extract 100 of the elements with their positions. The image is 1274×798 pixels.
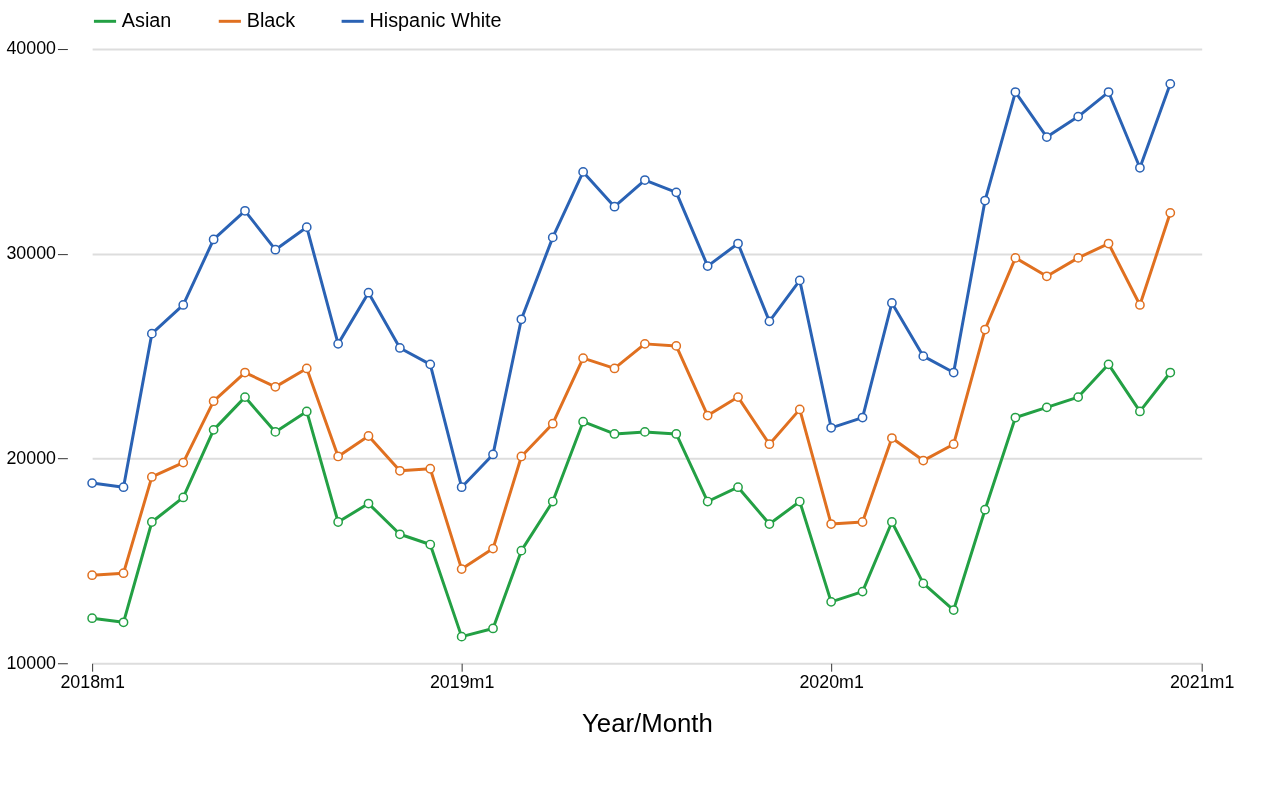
point xyxy=(578,353,589,364)
point xyxy=(948,605,959,615)
point xyxy=(918,351,929,362)
point xyxy=(733,238,743,249)
point xyxy=(395,465,405,476)
point xyxy=(395,343,405,353)
point xyxy=(887,433,897,443)
point xyxy=(609,429,620,439)
point xyxy=(671,429,682,439)
point xyxy=(425,463,436,474)
point xyxy=(826,422,837,433)
point xyxy=(488,449,498,460)
y-tick-label: 20000 xyxy=(6,447,57,468)
point xyxy=(178,492,189,503)
point xyxy=(118,482,129,493)
point xyxy=(764,316,775,327)
point xyxy=(1010,87,1021,97)
point xyxy=(887,517,897,527)
point xyxy=(980,504,990,515)
point xyxy=(980,324,990,335)
point xyxy=(516,545,527,556)
point xyxy=(794,404,805,415)
point xyxy=(702,496,713,507)
point xyxy=(639,175,650,185)
x-axis-title: Year/Month xyxy=(582,709,713,738)
point xyxy=(948,367,959,378)
point xyxy=(87,570,98,581)
point xyxy=(857,517,868,527)
point xyxy=(671,187,682,198)
point xyxy=(118,568,129,579)
point xyxy=(609,201,620,212)
point xyxy=(87,478,98,488)
point xyxy=(857,586,868,597)
point xyxy=(1073,111,1084,122)
point xyxy=(578,416,589,427)
point xyxy=(918,578,929,589)
point xyxy=(333,338,344,349)
y-tick-label: 40000 xyxy=(6,38,57,59)
point xyxy=(363,431,374,441)
point xyxy=(270,244,281,255)
point xyxy=(425,539,436,550)
point xyxy=(208,396,219,407)
point xyxy=(1073,252,1084,263)
point xyxy=(794,275,805,286)
legend-label: Hispanic White xyxy=(369,9,502,32)
point xyxy=(240,367,250,378)
point xyxy=(488,543,498,554)
point xyxy=(363,498,374,509)
point xyxy=(826,519,837,529)
point xyxy=(1103,238,1114,249)
legend-label: Black xyxy=(246,9,296,32)
point xyxy=(948,439,959,450)
point xyxy=(270,381,281,392)
point xyxy=(118,617,129,628)
point xyxy=(764,519,775,529)
point xyxy=(547,418,558,429)
point xyxy=(733,482,743,493)
point xyxy=(547,232,558,243)
point xyxy=(764,439,775,450)
point xyxy=(1135,300,1145,310)
point xyxy=(240,392,250,402)
point xyxy=(918,455,929,466)
point xyxy=(240,205,250,216)
point xyxy=(87,613,98,624)
point xyxy=(456,482,467,493)
point xyxy=(1165,78,1176,89)
point xyxy=(395,529,405,540)
point xyxy=(333,451,344,462)
point xyxy=(1135,162,1145,173)
point xyxy=(794,496,805,507)
point xyxy=(301,406,312,417)
point xyxy=(857,412,868,423)
y-tick-label: 30000 xyxy=(6,243,57,264)
point xyxy=(146,472,157,482)
point xyxy=(702,410,713,421)
point xyxy=(456,631,467,642)
point xyxy=(146,517,157,527)
point xyxy=(547,496,558,507)
point xyxy=(301,222,312,233)
point xyxy=(456,564,467,574)
point xyxy=(1041,132,1052,142)
point xyxy=(146,328,157,339)
point xyxy=(609,363,620,374)
point xyxy=(1103,359,1114,370)
point xyxy=(516,451,527,462)
x-tick-label: 2018m1 xyxy=(60,671,125,692)
point xyxy=(333,517,344,527)
point xyxy=(488,623,498,634)
point xyxy=(1041,271,1052,282)
point xyxy=(208,234,219,245)
point xyxy=(671,341,682,351)
legend-label: Asian xyxy=(121,9,172,32)
point xyxy=(578,167,589,177)
point xyxy=(208,424,219,435)
x-tick-label: 2019m1 xyxy=(429,671,495,692)
point xyxy=(887,298,897,308)
point xyxy=(301,363,312,374)
point xyxy=(639,338,650,349)
point xyxy=(980,195,990,206)
point xyxy=(1041,402,1052,413)
